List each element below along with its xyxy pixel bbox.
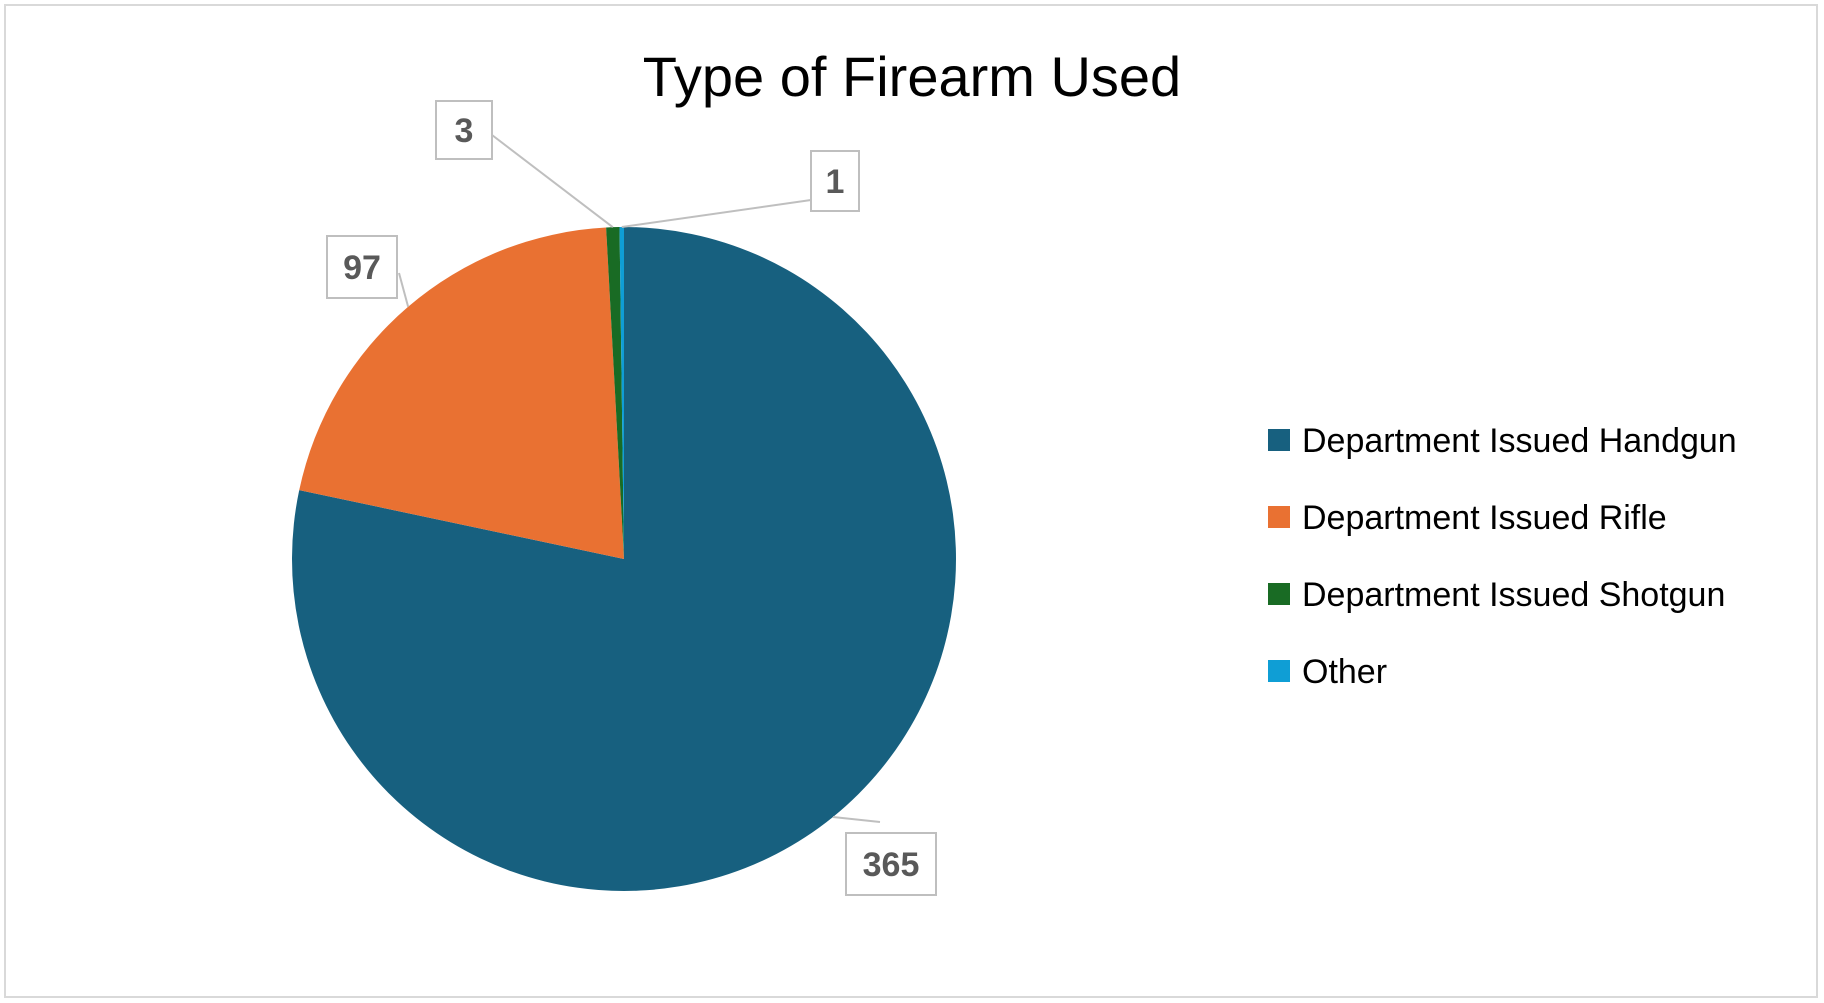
legend-swatch-other xyxy=(1268,660,1290,682)
label-leader-lines xyxy=(398,134,881,823)
leader-line-department-issued-handgun xyxy=(832,815,881,823)
data-label-department-issued-shotgun: 3 xyxy=(455,112,474,150)
legend-swatch-department-issued-rifle xyxy=(1268,506,1290,528)
data-label-box-department-issued-shotgun xyxy=(435,100,493,160)
leader-line-other xyxy=(621,199,812,228)
pie-slice-other xyxy=(619,227,624,559)
legend-label-department-issued-shotgun: Department Issued Shotgun xyxy=(1302,576,1725,614)
data-label-department-issued-rifle: 97 xyxy=(343,249,381,287)
pie-slice-department-issued-rifle xyxy=(299,227,624,560)
data-label-box-department-issued-handgun xyxy=(845,832,937,896)
pie-slice-department-issued-shotgun xyxy=(606,227,624,559)
data-label-box-other xyxy=(810,150,860,212)
data-label-box-department-issued-rifle xyxy=(326,235,398,299)
pie-slices xyxy=(291,227,956,891)
data-label-department-issued-handgun: 365 xyxy=(863,846,920,884)
legend-swatch-department-issued-handgun xyxy=(1268,429,1290,451)
chart-title: Type of Firearm Used xyxy=(643,45,1181,108)
legend-swatch-department-issued-shotgun xyxy=(1268,583,1290,605)
data-label-other: 1 xyxy=(826,163,845,201)
legend: Department Issued Handgun Department Issu… xyxy=(1268,422,1737,691)
legend-label-other: Other xyxy=(1302,653,1387,691)
legend-label-department-issued-rifle: Department Issued Rifle xyxy=(1302,499,1667,537)
legend-label-department-issued-handgun: Department Issued Handgun xyxy=(1302,422,1737,460)
leader-line-department-issued-shotgun xyxy=(491,134,614,228)
leader-line-department-issued-rifle xyxy=(398,272,410,308)
data-labels: 365 97 3 1 xyxy=(326,100,937,896)
